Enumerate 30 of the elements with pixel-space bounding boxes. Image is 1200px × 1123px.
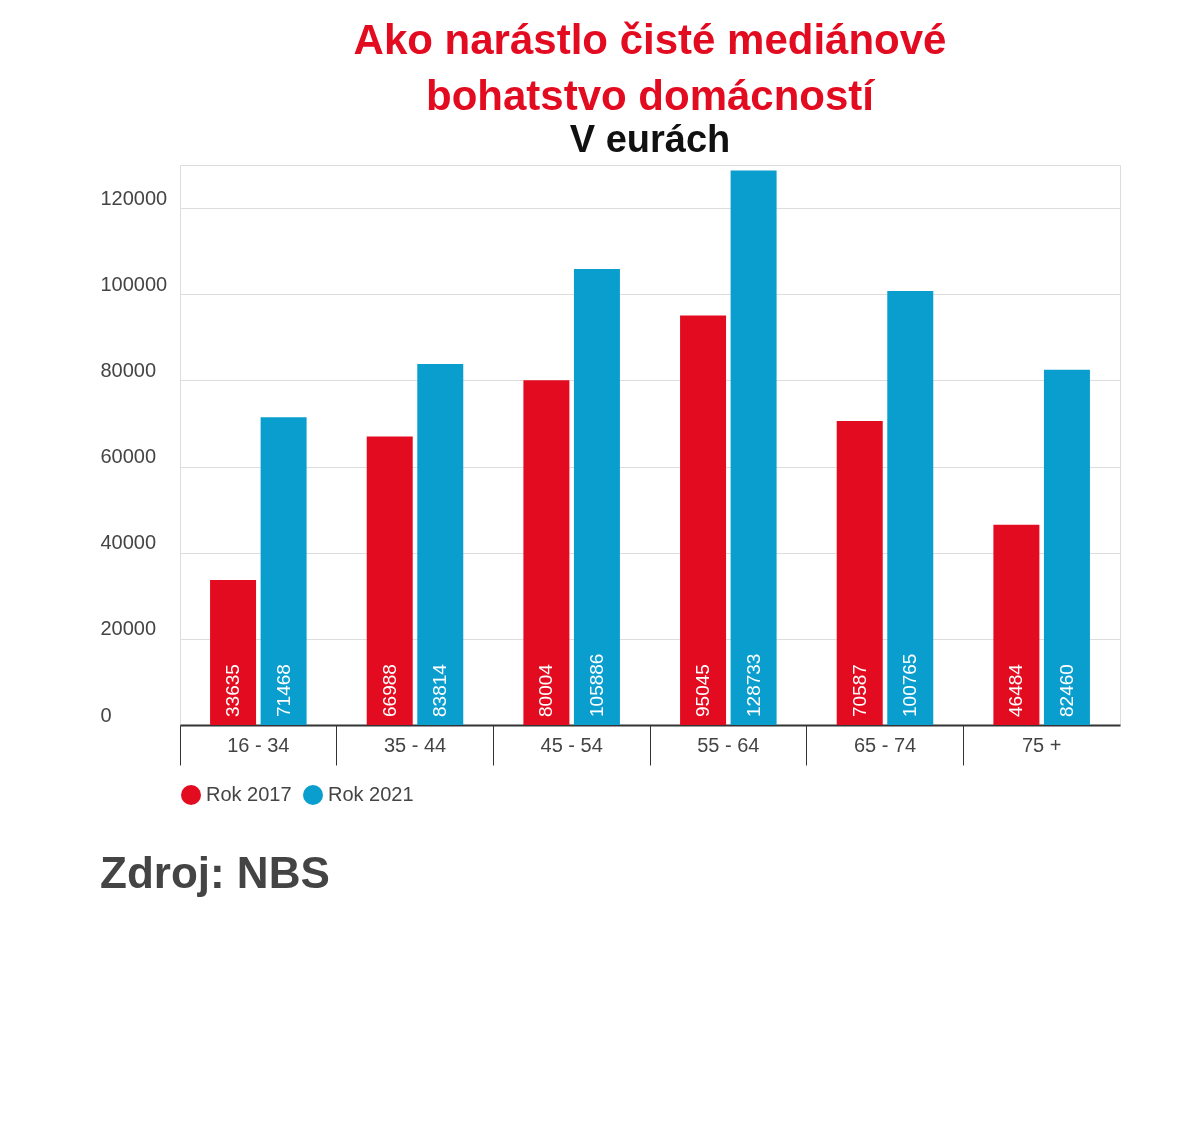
text: Zdroj: NBS xyxy=(100,848,330,897)
data-label: 70587 xyxy=(848,664,870,717)
x-tick-label: 65 - 74 xyxy=(853,733,917,756)
legend-label: Rok 2021 xyxy=(328,783,414,805)
data-label: 46484 xyxy=(1005,663,1027,717)
y-tick-label: 20000 xyxy=(100,617,157,640)
x-tick-label: 55 - 64 xyxy=(697,733,760,756)
x-tick-label: 75 + xyxy=(1021,733,1062,756)
y-tick-label: 100000 xyxy=(100,272,168,295)
chart-title: Ako narástlo čisté mediánové bohatstvo domácností xyxy=(353,16,947,119)
x-tick-label: 45 - 54 xyxy=(540,733,603,756)
data-label: 33635 xyxy=(222,664,244,717)
legend-label: Rok 2017 xyxy=(206,783,292,805)
data-label: 95045 xyxy=(692,664,714,717)
y-tick-label: 0 xyxy=(100,703,112,726)
x-tick-label: 16 - 34 xyxy=(227,733,290,756)
chart-subtitle: V eurách xyxy=(569,118,731,160)
data-label: 71468 xyxy=(272,664,294,717)
data-label: 83814 xyxy=(429,663,451,717)
data-label: 105886 xyxy=(585,653,607,717)
y-tick-label: 120000 xyxy=(100,186,168,209)
data-label: 80004 xyxy=(535,663,557,717)
y-tick-label: 60000 xyxy=(100,445,157,468)
data-label: 66988 xyxy=(378,664,400,717)
y-tick-label: 80000 xyxy=(100,358,157,381)
y-tick-label: 40000 xyxy=(100,531,157,554)
data-label: 82460 xyxy=(1055,664,1077,717)
data-label: 128733 xyxy=(742,653,764,717)
x-tick-label: 35 - 44 xyxy=(383,733,447,756)
data-label: 100765 xyxy=(899,653,921,717)
